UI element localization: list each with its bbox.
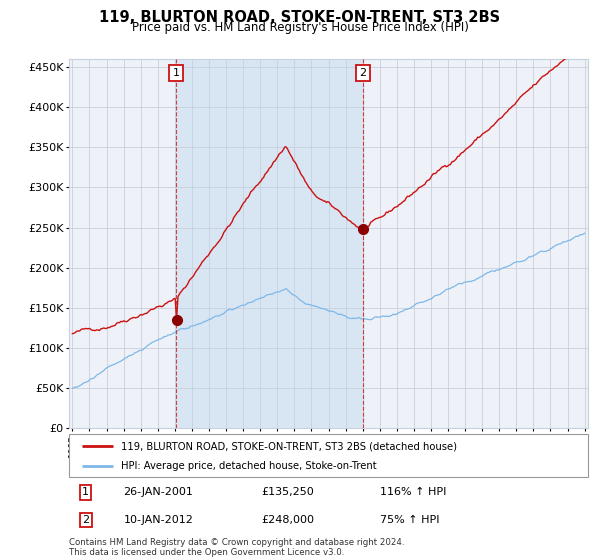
Text: 119, BLURTON ROAD, STOKE-ON-TRENT, ST3 2BS: 119, BLURTON ROAD, STOKE-ON-TRENT, ST3 2… [100,10,500,25]
Text: 75% ↑ HPI: 75% ↑ HPI [380,515,440,525]
Text: 1: 1 [82,487,89,497]
Text: 2: 2 [359,68,367,78]
Text: Contains HM Land Registry data © Crown copyright and database right 2024.
This d: Contains HM Land Registry data © Crown c… [69,538,404,557]
Text: 26-JAN-2001: 26-JAN-2001 [124,487,193,497]
Text: £248,000: £248,000 [261,515,314,525]
Text: 119, BLURTON ROAD, STOKE-ON-TRENT, ST3 2BS (detached house): 119, BLURTON ROAD, STOKE-ON-TRENT, ST3 2… [121,441,457,451]
Bar [176,59,363,428]
FancyBboxPatch shape [69,434,588,477]
Text: 10-JAN-2012: 10-JAN-2012 [124,515,193,525]
Text: 1: 1 [173,68,179,78]
Text: 116% ↑ HPI: 116% ↑ HPI [380,487,447,497]
Text: Price paid vs. HM Land Registry's House Price Index (HPI): Price paid vs. HM Land Registry's House … [131,21,469,34]
Text: 2: 2 [82,515,89,525]
Text: HPI: Average price, detached house, Stoke-on-Trent: HPI: Average price, detached house, Stok… [121,461,377,472]
Text: £135,250: £135,250 [261,487,314,497]
